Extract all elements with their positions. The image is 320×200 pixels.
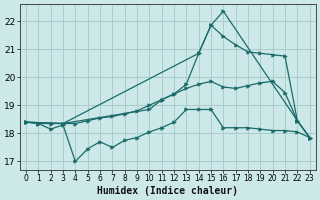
X-axis label: Humidex (Indice chaleur): Humidex (Indice chaleur): [97, 186, 238, 196]
